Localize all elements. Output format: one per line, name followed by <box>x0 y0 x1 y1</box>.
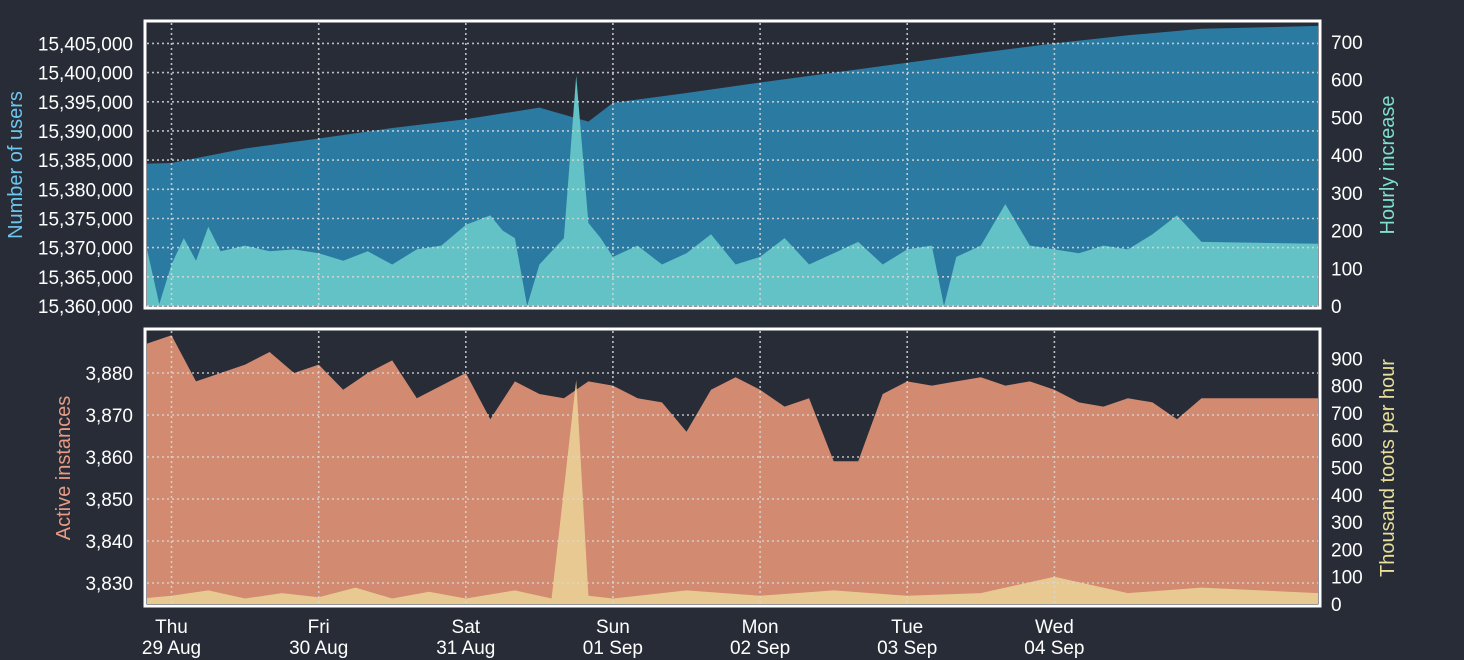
hourly-increase-axis-label: Hourly increase <box>1377 96 1399 235</box>
top-right-tick-label: 600 <box>1331 71 1363 92</box>
top-right-tick-label: 300 <box>1331 184 1363 205</box>
instances-axis-label: Active instances <box>53 396 75 541</box>
bottom-left-tick-label: 3,860 <box>85 448 133 469</box>
top-left-tick-label: 15,385,000 <box>38 151 133 172</box>
toots-axis-label: Thousand toots per hour <box>1377 359 1399 577</box>
instances-panel-frame <box>143 327 1322 608</box>
top-series-area-0 <box>147 25 1318 307</box>
bottom-left-tick-label: 3,870 <box>85 406 133 427</box>
top-series-area-1 <box>147 75 1318 306</box>
users-panel-frame <box>143 19 1322 310</box>
x-tick-date: 01 Sep <box>583 638 643 659</box>
top-right-tick-label: 0 <box>1331 297 1342 318</box>
bottom-right-tick-label: 300 <box>1331 513 1363 534</box>
x-tick-date: 02 Sep <box>730 638 790 659</box>
x-tick-date: 31 Aug <box>436 638 495 659</box>
instances-panel: 3,830 3,840 3,850 3,860 3,870 3,880 0 100 200 30… <box>53 327 1399 659</box>
top-right-tick-label: 100 <box>1331 259 1363 280</box>
top-left-tick-label: 15,405,000 <box>38 34 133 55</box>
bottom-right-tick-label: 600 <box>1331 431 1363 452</box>
x-tick-day: Fri <box>308 617 330 638</box>
x-tick-day: Mon <box>742 617 779 638</box>
top-left-tick-label: 15,365,000 <box>38 268 133 289</box>
top-left-tick-label: 15,390,000 <box>38 122 133 143</box>
x-tick-day: Tue <box>891 617 923 638</box>
top-left-tick-label: 15,370,000 <box>38 239 133 260</box>
bottom-right-tick-label: 700 <box>1331 404 1363 425</box>
bottom-right-tick-label: 500 <box>1331 459 1363 480</box>
bottom-right-tick-label: 0 <box>1331 595 1342 616</box>
top-left-tick-label: 15,395,000 <box>38 93 133 114</box>
x-tick-day: Thu <box>155 617 188 638</box>
top-right-tick-label: 700 <box>1331 33 1363 54</box>
bottom-right-tick-label: 900 <box>1331 349 1363 370</box>
bottom-right-tick-label: 100 <box>1331 568 1363 589</box>
x-tick-date: 29 Aug <box>142 638 201 659</box>
users-panel: 15,360,000 15,365,000 15,370,000 15,375,000… <box>5 19 1399 318</box>
bottom-left-tick-label: 3,880 <box>85 364 133 385</box>
x-tick-date: 30 Aug <box>289 638 348 659</box>
x-tick-day: Sun <box>596 617 630 638</box>
bottom-right-tick-label: 800 <box>1331 377 1363 398</box>
x-tick-day: Sat <box>452 617 481 638</box>
top-right-tick-label: 200 <box>1331 222 1363 243</box>
top-right-tick-label: 500 <box>1331 108 1363 129</box>
x-tick-date: 03 Sep <box>877 638 937 659</box>
bottom-series-area-0 <box>147 335 1318 604</box>
top-right-tick-label: 400 <box>1331 146 1363 167</box>
top-left-tick-label: 15,360,000 <box>38 297 133 318</box>
bottom-left-tick-label: 3,830 <box>85 574 133 595</box>
bottom-right-tick-label: 400 <box>1331 486 1363 507</box>
top-left-tick-label: 15,380,000 <box>38 180 133 201</box>
x-tick-date: 04 Sep <box>1024 638 1084 659</box>
bottom-right-tick-label: 200 <box>1331 540 1363 561</box>
x-tick-day: Wed <box>1035 617 1074 638</box>
bottom-left-tick-label: 3,840 <box>85 532 133 553</box>
users-axis-label: Number of users <box>5 91 27 239</box>
bottom-left-tick-label: 3,850 <box>85 490 133 511</box>
top-left-tick-label: 15,375,000 <box>38 210 133 231</box>
top-left-tick-label: 15,400,000 <box>38 64 133 85</box>
